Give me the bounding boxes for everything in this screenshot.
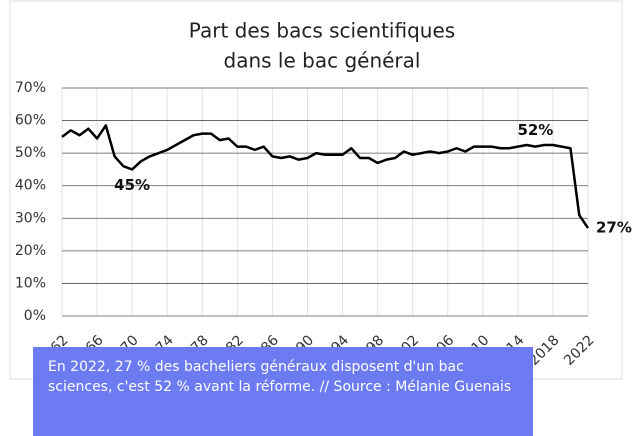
- y-tick-label: 10%: [15, 275, 46, 291]
- caption: En 2022, 27 % des bacheliers généraux di…: [33, 347, 533, 436]
- y-tick-label: 60%: [15, 113, 46, 129]
- y-tick-label: 0%: [24, 308, 46, 324]
- y-tick-label: 30%: [15, 210, 46, 226]
- y-tick-label: 70%: [15, 80, 46, 96]
- data-label: 52%: [517, 121, 553, 139]
- data-label: 45%: [114, 176, 150, 194]
- data-label: 27%: [596, 219, 632, 237]
- y-tick-label: 20%: [15, 243, 46, 259]
- y-tick-label: 40%: [15, 178, 46, 194]
- y-tick-label: 50%: [15, 145, 46, 161]
- chart-subtitle: dans le bac général: [224, 49, 421, 73]
- line: [61, 124, 590, 229]
- chart-title: Part des bacs scientifiques: [189, 19, 455, 43]
